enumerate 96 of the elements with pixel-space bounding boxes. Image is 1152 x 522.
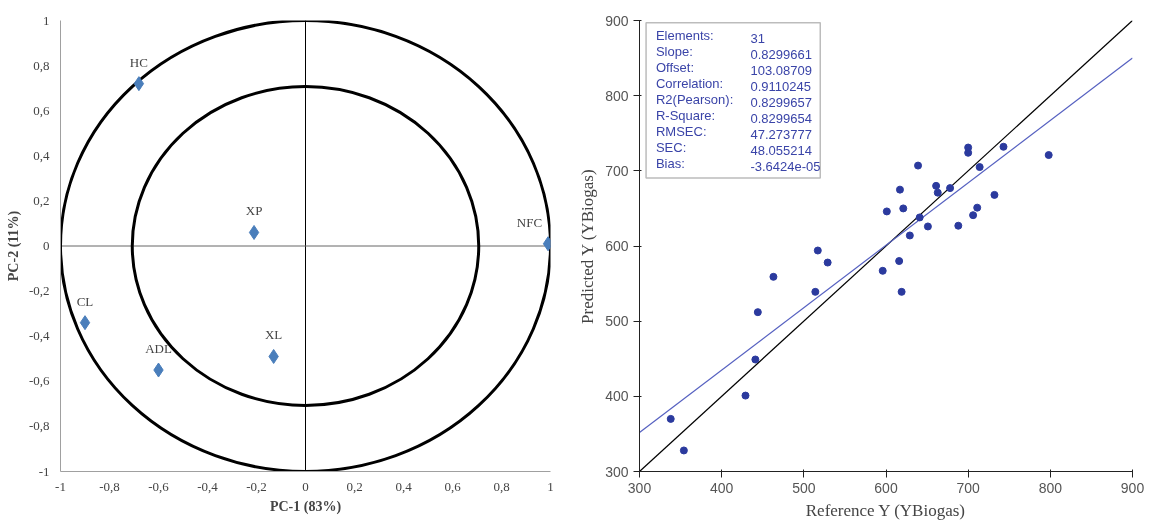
point [813, 246, 822, 255]
y-tick-label: 0,8 [33, 57, 50, 73]
x-tick-label: 500 [792, 479, 816, 496]
point [741, 391, 750, 400]
y-tick-label: 600 [605, 238, 629, 254]
data-label: XL [264, 327, 283, 343]
data-label: HC [129, 54, 148, 70]
y-tick-label: 400 [605, 388, 629, 405]
annotation: 0.9110245 [750, 78, 811, 94]
point [973, 203, 982, 212]
point [932, 181, 941, 190]
point [753, 308, 762, 317]
x-tick-label: 0,8 [493, 478, 510, 494]
point [897, 287, 906, 296]
point [878, 266, 887, 275]
x-tick-label: 300 [627, 479, 652, 496]
y-tick-label: 800 [605, 87, 629, 104]
y-tick-label: 1 [43, 12, 50, 28]
point [914, 161, 923, 170]
annotation: 47.273777 [750, 126, 812, 142]
point [882, 207, 891, 216]
point [905, 231, 914, 240]
x-tick-label: -0,8 [99, 478, 120, 494]
annotation: Bias: [655, 155, 685, 171]
point [923, 222, 932, 231]
annotation: 0.8299657 [750, 94, 812, 110]
x-tick-label: 800 [1038, 479, 1063, 496]
x-axis-title: Reference Y (YBiogas) [805, 500, 965, 520]
data-label: NFC [516, 214, 543, 230]
y-axis-title: Predicted Y (YBiogas) [578, 169, 598, 324]
point [969, 211, 978, 220]
point [248, 224, 260, 240]
annotation: -3.6424e-05 [750, 158, 821, 174]
annotation: Offset: [655, 59, 694, 75]
annotation: RMSEC: [655, 123, 707, 139]
annotation: Elements: [655, 27, 714, 43]
point [946, 184, 955, 193]
point [133, 76, 145, 92]
annotation: R2(Pearson): [655, 91, 734, 107]
x-tick-label: 700 [956, 479, 981, 496]
data-label: CL [76, 293, 94, 309]
annotation: SEC: [655, 139, 687, 155]
x-tick-label: -0,6 [148, 478, 170, 494]
point [954, 221, 963, 230]
y-tick-label: 700 [605, 162, 629, 179]
y-tick-label: 0,4 [33, 147, 50, 163]
point [823, 258, 832, 267]
annotation: 31 [750, 30, 765, 46]
y-tick-label: -1 [38, 463, 50, 479]
point [895, 257, 904, 266]
point [1044, 151, 1053, 160]
x-tick-label: -0,4 [197, 478, 219, 494]
y-tick-label: 300 [605, 463, 629, 480]
y-tick-label: 500 [605, 313, 629, 330]
point [769, 272, 778, 281]
point [899, 204, 908, 213]
annotation: R-Square: [655, 107, 716, 123]
annotation: 0.8299661 [750, 46, 812, 62]
point [79, 315, 91, 331]
annotation: 103.08709 [750, 62, 812, 78]
x-tick-label: 1 [547, 478, 554, 494]
point [999, 142, 1008, 151]
y-tick-label: -0,6 [28, 373, 50, 389]
y-axis-title: PC-2 (11%) [5, 210, 22, 282]
x-axis-title: PC-1 (83%) [269, 498, 342, 515]
x-tick-label: -0,2 [246, 478, 267, 494]
point [751, 355, 760, 364]
point [975, 163, 984, 172]
x-tick-label: -1 [55, 478, 66, 494]
y-tick-label: 0,2 [33, 192, 50, 208]
y-tick-label: 0,6 [33, 102, 50, 118]
x-tick-label: 0,6 [444, 478, 462, 494]
data-label: XP [245, 203, 263, 219]
annotation: Correlation: [655, 75, 724, 91]
x-tick-label: 400 [709, 479, 734, 496]
x-tick-label: 0 [302, 478, 309, 494]
point [666, 414, 675, 423]
data-label: ADL [145, 341, 172, 357]
annotation: Slope: [655, 43, 693, 59]
point [915, 213, 924, 222]
point [811, 287, 820, 296]
y-tick-label: 900 [605, 12, 629, 29]
x-tick-label: 0,4 [395, 478, 413, 494]
annotation: 0.8299654 [750, 110, 812, 126]
y-tick-label: -0,4 [28, 328, 50, 344]
y-tick-label: -0,8 [28, 418, 50, 434]
x-tick-label: 600 [874, 479, 898, 496]
point [990, 190, 999, 199]
y-tick-label: -0,2 [28, 283, 50, 299]
point [895, 185, 904, 194]
x-tick-label: 900 [1120, 479, 1145, 496]
point [933, 188, 942, 197]
point [679, 446, 688, 455]
annotation: 48.055214 [750, 142, 812, 158]
y-tick-label: 0 [43, 238, 50, 253]
x-tick-label: 0,2 [346, 478, 363, 494]
